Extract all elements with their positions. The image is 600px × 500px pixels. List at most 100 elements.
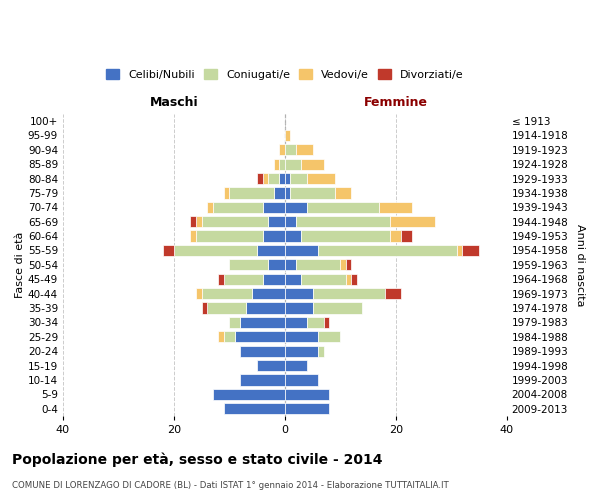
Bar	[251, 288, 285, 300]
Bar	[285, 360, 307, 371]
Bar	[463, 245, 479, 256]
Bar	[202, 302, 207, 314]
Bar	[207, 302, 246, 314]
Bar	[257, 245, 285, 256]
Bar	[307, 317, 323, 328]
Bar	[318, 331, 340, 342]
Bar	[285, 144, 296, 156]
Bar	[285, 389, 329, 400]
Bar	[279, 158, 285, 170]
Bar	[241, 374, 285, 386]
Bar	[263, 274, 285, 285]
Y-axis label: Anni di nascita: Anni di nascita	[575, 224, 585, 306]
Bar	[218, 274, 224, 285]
Bar	[274, 158, 279, 170]
Bar	[285, 302, 313, 314]
Bar	[229, 188, 274, 198]
Bar	[401, 230, 412, 241]
Bar	[285, 403, 329, 414]
Bar	[196, 288, 202, 300]
Bar	[218, 331, 224, 342]
Bar	[212, 389, 285, 400]
Bar	[318, 245, 457, 256]
Bar	[457, 245, 463, 256]
Bar	[246, 302, 285, 314]
Bar	[285, 130, 290, 141]
Bar	[285, 374, 318, 386]
Bar	[263, 230, 285, 241]
Bar	[202, 288, 251, 300]
Bar	[323, 317, 329, 328]
Bar	[268, 216, 285, 228]
Bar	[241, 346, 285, 357]
Bar	[174, 245, 257, 256]
Bar	[229, 317, 241, 328]
Bar	[285, 346, 318, 357]
Bar	[285, 274, 301, 285]
Text: Femmine: Femmine	[364, 96, 428, 110]
Bar	[390, 216, 434, 228]
Bar	[285, 188, 290, 198]
Bar	[212, 202, 263, 213]
Bar	[307, 202, 379, 213]
Bar	[285, 245, 318, 256]
Bar	[163, 245, 174, 256]
Bar	[301, 274, 346, 285]
Bar	[241, 317, 285, 328]
Bar	[346, 274, 352, 285]
Bar	[257, 360, 285, 371]
Bar	[263, 202, 285, 213]
Legend: Celibi/Nubili, Coniugati/e, Vedovi/e, Divorziati/e: Celibi/Nubili, Coniugati/e, Vedovi/e, Di…	[101, 65, 468, 84]
Bar	[229, 259, 268, 270]
Bar	[313, 288, 385, 300]
Bar	[285, 202, 307, 213]
Text: COMUNE DI LORENZAGO DI CADORE (BL) - Dati ISTAT 1° gennaio 2014 - Elaborazione T: COMUNE DI LORENZAGO DI CADORE (BL) - Dat…	[12, 481, 449, 490]
Bar	[190, 216, 196, 228]
Bar	[290, 188, 335, 198]
Bar	[196, 230, 263, 241]
Bar	[318, 346, 323, 357]
Bar	[279, 173, 285, 184]
Bar	[285, 173, 290, 184]
Bar	[285, 288, 313, 300]
Bar	[301, 230, 390, 241]
Bar	[340, 259, 346, 270]
Bar	[285, 158, 301, 170]
Bar	[285, 259, 296, 270]
Bar	[285, 216, 296, 228]
Bar	[296, 259, 340, 270]
Text: Maschi: Maschi	[149, 96, 198, 110]
Bar	[196, 216, 202, 228]
Bar	[224, 331, 235, 342]
Y-axis label: Fasce di età: Fasce di età	[15, 232, 25, 298]
Bar	[224, 403, 285, 414]
Bar	[224, 188, 229, 198]
Bar	[207, 202, 212, 213]
Bar	[263, 173, 268, 184]
Bar	[346, 259, 352, 270]
Bar	[296, 144, 313, 156]
Bar	[385, 288, 401, 300]
Bar	[379, 202, 412, 213]
Bar	[268, 259, 285, 270]
Bar	[285, 230, 301, 241]
Text: Popolazione per età, sesso e stato civile - 2014: Popolazione per età, sesso e stato civil…	[12, 452, 383, 467]
Bar	[296, 216, 390, 228]
Bar	[313, 302, 362, 314]
Bar	[268, 173, 279, 184]
Bar	[285, 317, 307, 328]
Bar	[290, 173, 307, 184]
Bar	[235, 331, 285, 342]
Bar	[352, 274, 357, 285]
Bar	[202, 216, 268, 228]
Bar	[390, 230, 401, 241]
Bar	[274, 188, 285, 198]
Bar	[301, 158, 323, 170]
Bar	[224, 274, 263, 285]
Bar	[190, 230, 196, 241]
Bar	[335, 188, 352, 198]
Bar	[279, 144, 285, 156]
Bar	[307, 173, 335, 184]
Bar	[257, 173, 263, 184]
Bar	[285, 331, 318, 342]
